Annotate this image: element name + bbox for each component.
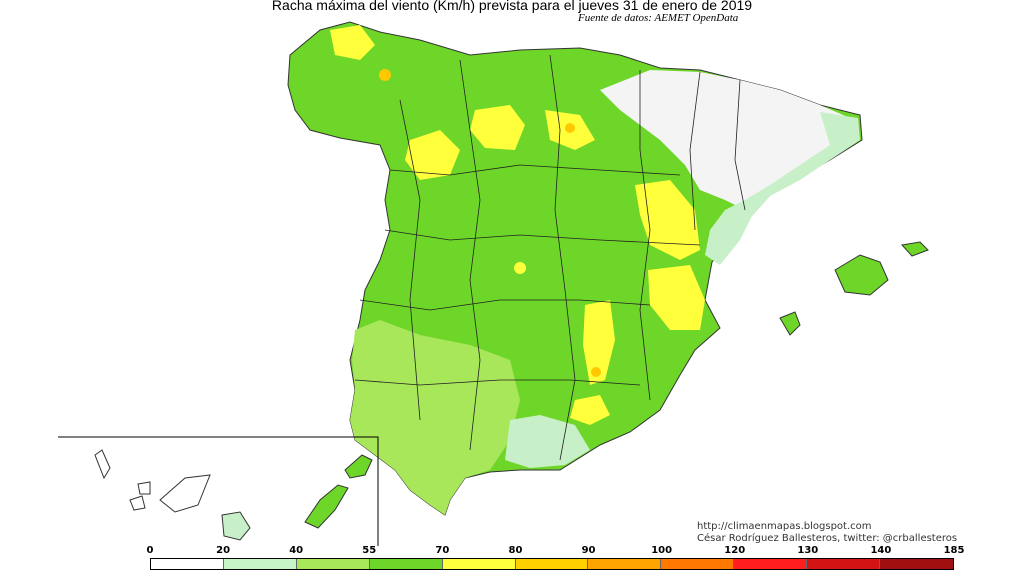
strong-zone-galicia <box>330 25 375 60</box>
legend-swatch <box>734 559 808 569</box>
legend-tick-label: 80 <box>508 545 523 556</box>
legend-swatch <box>442 559 516 569</box>
strong-zone-aragon <box>635 180 700 260</box>
legend-tick-label: 100 <box>651 545 673 556</box>
legend-swatch <box>880 559 953 569</box>
legend-tick-label: 0 <box>146 545 154 556</box>
canary-inset-frame <box>58 436 379 546</box>
legend-swatch <box>296 559 370 569</box>
fuerteventura-island <box>304 484 349 529</box>
legend-tick-label: 70 <box>435 545 450 556</box>
menorca-island <box>901 241 929 257</box>
gran-canaria-island <box>221 511 251 541</box>
strong-zone-north <box>470 105 525 150</box>
credit-author: César Rodríguez Ballesteros, twitter: @c… <box>697 533 958 544</box>
lanzarote-island <box>344 454 373 479</box>
strong-zone-albacete <box>583 300 615 385</box>
strong-zone-murcia <box>570 395 610 425</box>
la-palma-island <box>94 449 111 480</box>
legend-swatch <box>369 559 443 569</box>
legend-tick-label: 130 <box>797 545 819 556</box>
strong-zone-valencia <box>648 265 705 330</box>
legend-tick-label: 55 <box>362 545 377 556</box>
legend-swatch <box>223 559 297 569</box>
province-borders <box>354 54 746 461</box>
tenerife-island <box>159 474 211 513</box>
light-zone-south <box>505 415 590 468</box>
gust-spot-madrid <box>514 262 526 274</box>
color-legend <box>150 558 954 570</box>
legend-swatch <box>151 559 224 569</box>
legend-swatch <box>515 559 589 569</box>
light-zone-east <box>705 112 860 265</box>
gust-spot-asturias <box>379 69 391 81</box>
mallorca-island <box>834 254 889 296</box>
legend-tick-label: 185 <box>943 545 965 556</box>
strong-zone-leon <box>405 130 460 180</box>
map-title: Racha máxima del viento (Km/h) prevista … <box>271 0 753 13</box>
ibiza-island <box>779 311 801 336</box>
credit-url: http://climaenmapas.blogspot.com <box>697 521 872 532</box>
moderate-zone-southwest <box>350 320 520 515</box>
gust-spot-burgos <box>565 123 575 133</box>
legend-tick-label: 140 <box>870 545 892 556</box>
legend-tick-label: 40 <box>289 545 304 556</box>
el-hierro-island <box>129 495 146 511</box>
gust-spot-albacete <box>591 367 601 377</box>
la-gomera-island <box>137 481 151 495</box>
legend-tick-label: 90 <box>581 545 596 556</box>
legend-tick-label: 120 <box>724 545 746 556</box>
data-source: Fuente de datos: AEMET OpenData <box>578 12 739 24</box>
legend-swatch <box>661 559 735 569</box>
legend-tick-label: 20 <box>216 545 231 556</box>
legend-swatch <box>588 559 662 569</box>
legend-swatch <box>807 559 881 569</box>
